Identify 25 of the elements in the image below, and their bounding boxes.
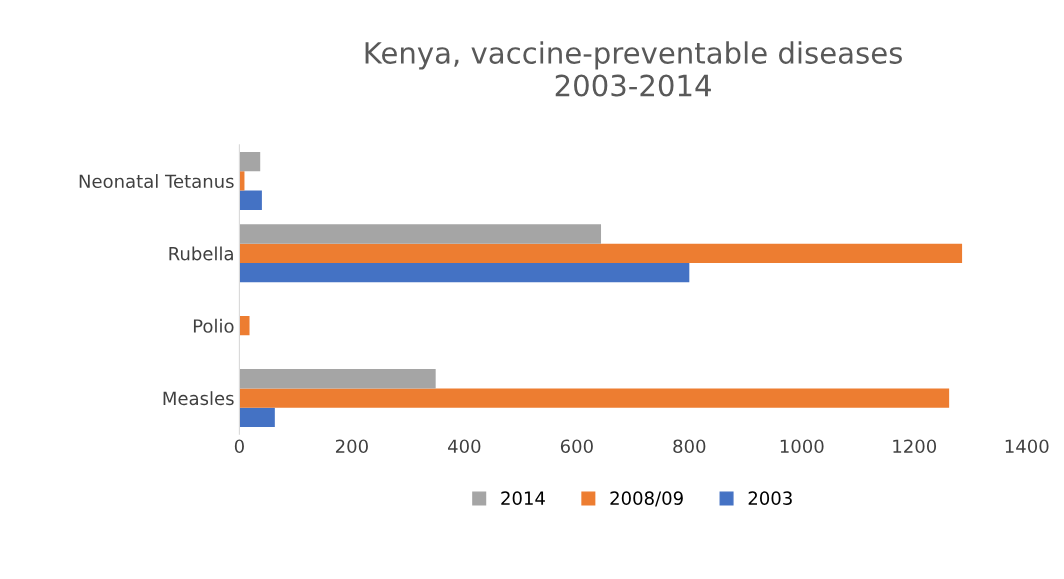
bar [239,224,602,244]
x-tick-label: 600 [560,439,593,454]
y-tick-label: Rubella [169,246,233,261]
x-tick-label: 1200 [893,439,937,454]
x-tick-label: 1000 [780,439,824,454]
x-tick-label: 400 [448,439,481,454]
x-tick-label: 0 [234,439,244,454]
x-tick-label: 1400 [1005,439,1049,454]
legend-label: 2014 [501,491,545,506]
legend-label: 2003 [748,491,792,506]
bar [239,407,275,428]
x-tick-label: 800 [673,439,706,454]
bar [239,369,436,389]
bar [239,316,250,336]
chart-title: Kenya, vaccine-preventable diseases 2003-2014 [365,41,902,97]
bar [239,388,950,408]
y-tick-label: Polio [193,318,234,333]
bar [239,151,261,172]
y-tick-label: Measles [163,391,234,406]
x-tick-label: 200 [335,439,368,454]
bar [239,243,963,263]
y-tick-label: Neonatal Tetanus [79,174,234,189]
bar [239,262,690,283]
legend-label: 2008/09 [610,491,683,507]
bar [239,190,262,210]
